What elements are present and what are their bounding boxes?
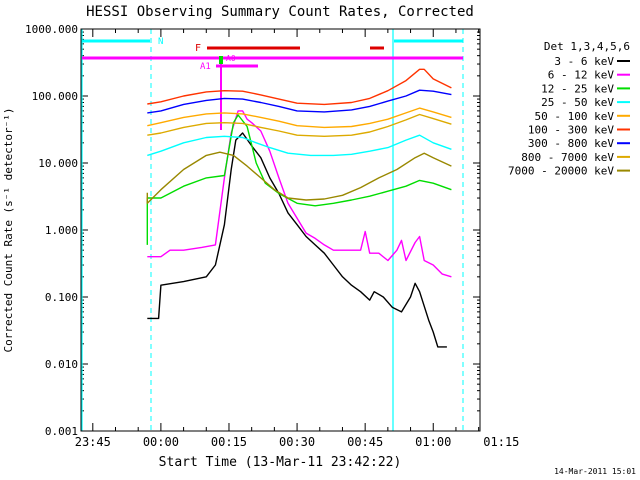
legend-label-3: 12 - 25 keV (541, 82, 614, 95)
date-stamp: 14-Mar-2011 15:01 (554, 467, 636, 476)
y-tick-label: 1.000 (45, 224, 78, 237)
y-tick-label: 0.010 (45, 358, 78, 371)
flare-label: F (195, 43, 201, 54)
y-tick-label: 0.100 (45, 291, 78, 304)
plot-area: 1000.000 100.000 10.000 1.000 0.100 0.010 0.00… (25, 23, 519, 449)
x-tick-label: 00:30 (279, 435, 315, 449)
attenuator-flag (219, 56, 223, 64)
y-tick-label: 100.000 (32, 90, 78, 103)
legend-label-4: 25 - 50 keV (541, 96, 614, 109)
legend-label-1: 3 - 6 keV (554, 55, 614, 68)
x-tick-label: 01:00 (415, 435, 451, 449)
x-axis-label: Start Time (13-Mar-11 23:42:22) (159, 455, 402, 470)
y-tick-label: 1000.000 (25, 23, 78, 36)
night-label: N (158, 37, 163, 47)
plot-frame (80, 28, 481, 432)
x-tick-label: 00:15 (211, 435, 247, 449)
series-line-1 (147, 132, 447, 348)
legend-label-6: 100 - 300 keV (528, 124, 614, 137)
attenuator-a0-label: A0 (226, 54, 236, 63)
y-tick-label: 0.001 (45, 425, 78, 438)
legend-label-2: 6 - 12 keV (548, 69, 615, 82)
series-line-2 (147, 110, 452, 278)
series-line-7 (147, 89, 452, 114)
y-tick-label: 10.000 (38, 157, 78, 170)
legend-title: Det 1,3,4,5,6 (544, 40, 630, 53)
series-line-5 (147, 107, 452, 129)
x-tick-label: 23:45 (75, 435, 111, 449)
series-line-8 (147, 113, 452, 138)
legend-label-9: 7000 - 20000 keV (508, 165, 614, 178)
legend-label-7: 300 - 800 keV (528, 137, 614, 150)
series-line-3 (146, 114, 452, 245)
y-axis-label: Corrected Count Rate (s⁻¹ detector⁻¹) (2, 107, 15, 352)
x-tick-label: 00:00 (143, 435, 179, 449)
series-line-9 (146, 151, 452, 205)
legend-label-8: 800 - 7000 keV (521, 151, 614, 164)
x-tick-label: 01:15 (483, 435, 519, 449)
chart-title: HESSI Observing Summary Count Rates, Cor… (86, 4, 474, 20)
series-line-6 (147, 68, 452, 106)
series-line-4 (147, 134, 452, 157)
x-tick-label: 00:45 (347, 435, 383, 449)
attenuator-a1-label: A1 (200, 62, 211, 72)
legend-label-5: 50 - 100 keV (535, 110, 615, 123)
